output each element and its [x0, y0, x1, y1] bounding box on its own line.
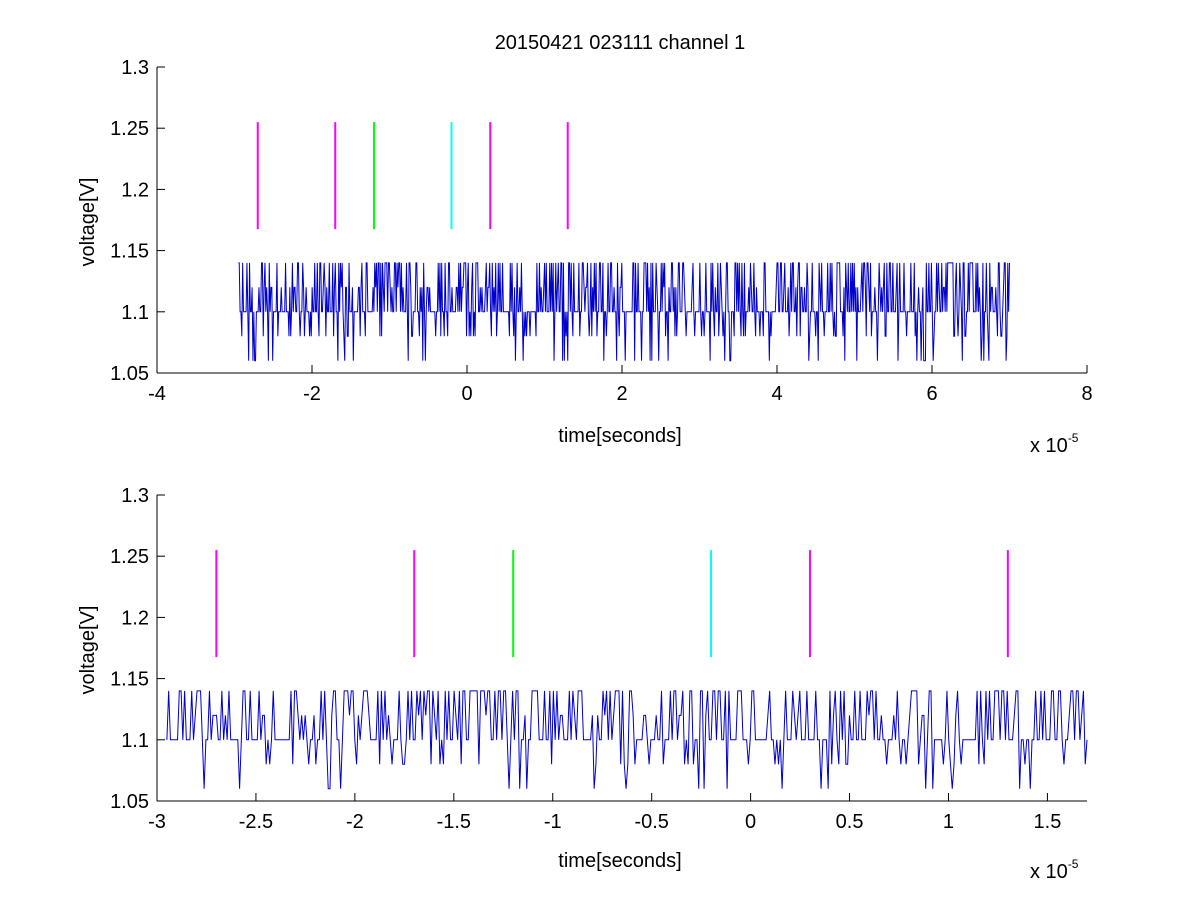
- x-multiplier-base-top: x 10: [1030, 435, 1068, 457]
- x-tick-label: -0.5: [634, 811, 668, 833]
- x-axis-label-bottom: time[seconds]: [558, 850, 681, 872]
- x-tick-label: -2.5: [239, 811, 273, 833]
- signal-trace-top: [238, 262, 1010, 362]
- x-tick-label: 6: [926, 383, 937, 405]
- figure-title: 20150421 023111 channel 1: [495, 32, 746, 54]
- x-multiplier-base-bottom: x 10: [1030, 861, 1068, 883]
- event-markers-top: [256, 122, 569, 230]
- y-tick-label: 1.2: [121, 179, 149, 201]
- trace-line: [238, 262, 1010, 362]
- y-tick-label: 1.3: [121, 57, 149, 79]
- x-tick-label: 0.5: [836, 811, 864, 833]
- x-tick-label: 4: [771, 383, 782, 405]
- y-axis-label-bottom: voltage[V]: [77, 606, 99, 695]
- axes-bottom: -3 -2.5 -2 -1.5 -1 -0.5 0 0.5 1 1.5 1.05 1.1 1.15 1.2…: [110, 485, 1087, 833]
- y-axis-label-top: voltage[V]: [77, 178, 99, 267]
- y-tick-label: 1.15: [110, 669, 149, 691]
- x-tick-label: -1.5: [437, 811, 471, 833]
- y-tick-label: 1.1: [121, 730, 149, 752]
- x-multiplier-exp-bottom: -5: [1068, 857, 1079, 871]
- y-tick-label: 1.25: [110, 118, 149, 140]
- subplot-bottom: -3 -2.5 -2 -1.5 -1 -0.5 0 0.5 1 1.5 1.05 1.1 1.15 1.2…: [77, 485, 1088, 883]
- x-axis-label-top: time[seconds]: [558, 425, 681, 447]
- event-markers-bottom: [215, 550, 1009, 658]
- x-tick-label: -2: [346, 811, 364, 833]
- x-tick-label: 1.5: [1034, 811, 1062, 833]
- y-tick-label: 1.05: [110, 363, 149, 385]
- y-tick-label: 1.3: [121, 485, 149, 507]
- x-tick-label: -4: [148, 383, 166, 405]
- trace-line: [166, 690, 1088, 790]
- y-tick-label: 1.25: [110, 546, 149, 568]
- y-tick-label: 1.2: [121, 607, 149, 629]
- subplot-top: -4 -2 0 2 4 6 8 1.05 1.1 1.15 1.2 1.25 1.3 time[seco…: [77, 57, 1093, 457]
- axes-top: -4 -2 0 2 4 6 8 1.05 1.1 1.15 1.2 1.25 1.3: [110, 57, 1093, 405]
- signal-trace-bottom: [166, 690, 1088, 790]
- x-tick-label: -2: [303, 383, 321, 405]
- x-tick-label: -1: [544, 811, 562, 833]
- x-tick-label: 0: [745, 811, 756, 833]
- x-tick-label: 8: [1081, 383, 1092, 405]
- x-multiplier-top: x 10-5: [1030, 431, 1079, 457]
- x-multiplier-exp-top: -5: [1068, 431, 1079, 445]
- y-tick-label: 1.15: [110, 241, 149, 263]
- x-tick-label: -3: [148, 811, 166, 833]
- x-multiplier-bottom: x 10-5: [1030, 857, 1079, 883]
- x-tick-label: 2: [616, 383, 627, 405]
- x-tick-label: 0: [461, 383, 472, 405]
- y-tick-label: 1.1: [121, 302, 149, 324]
- x-tick-label: 1: [943, 811, 954, 833]
- y-tick-label: 1.05: [110, 791, 149, 813]
